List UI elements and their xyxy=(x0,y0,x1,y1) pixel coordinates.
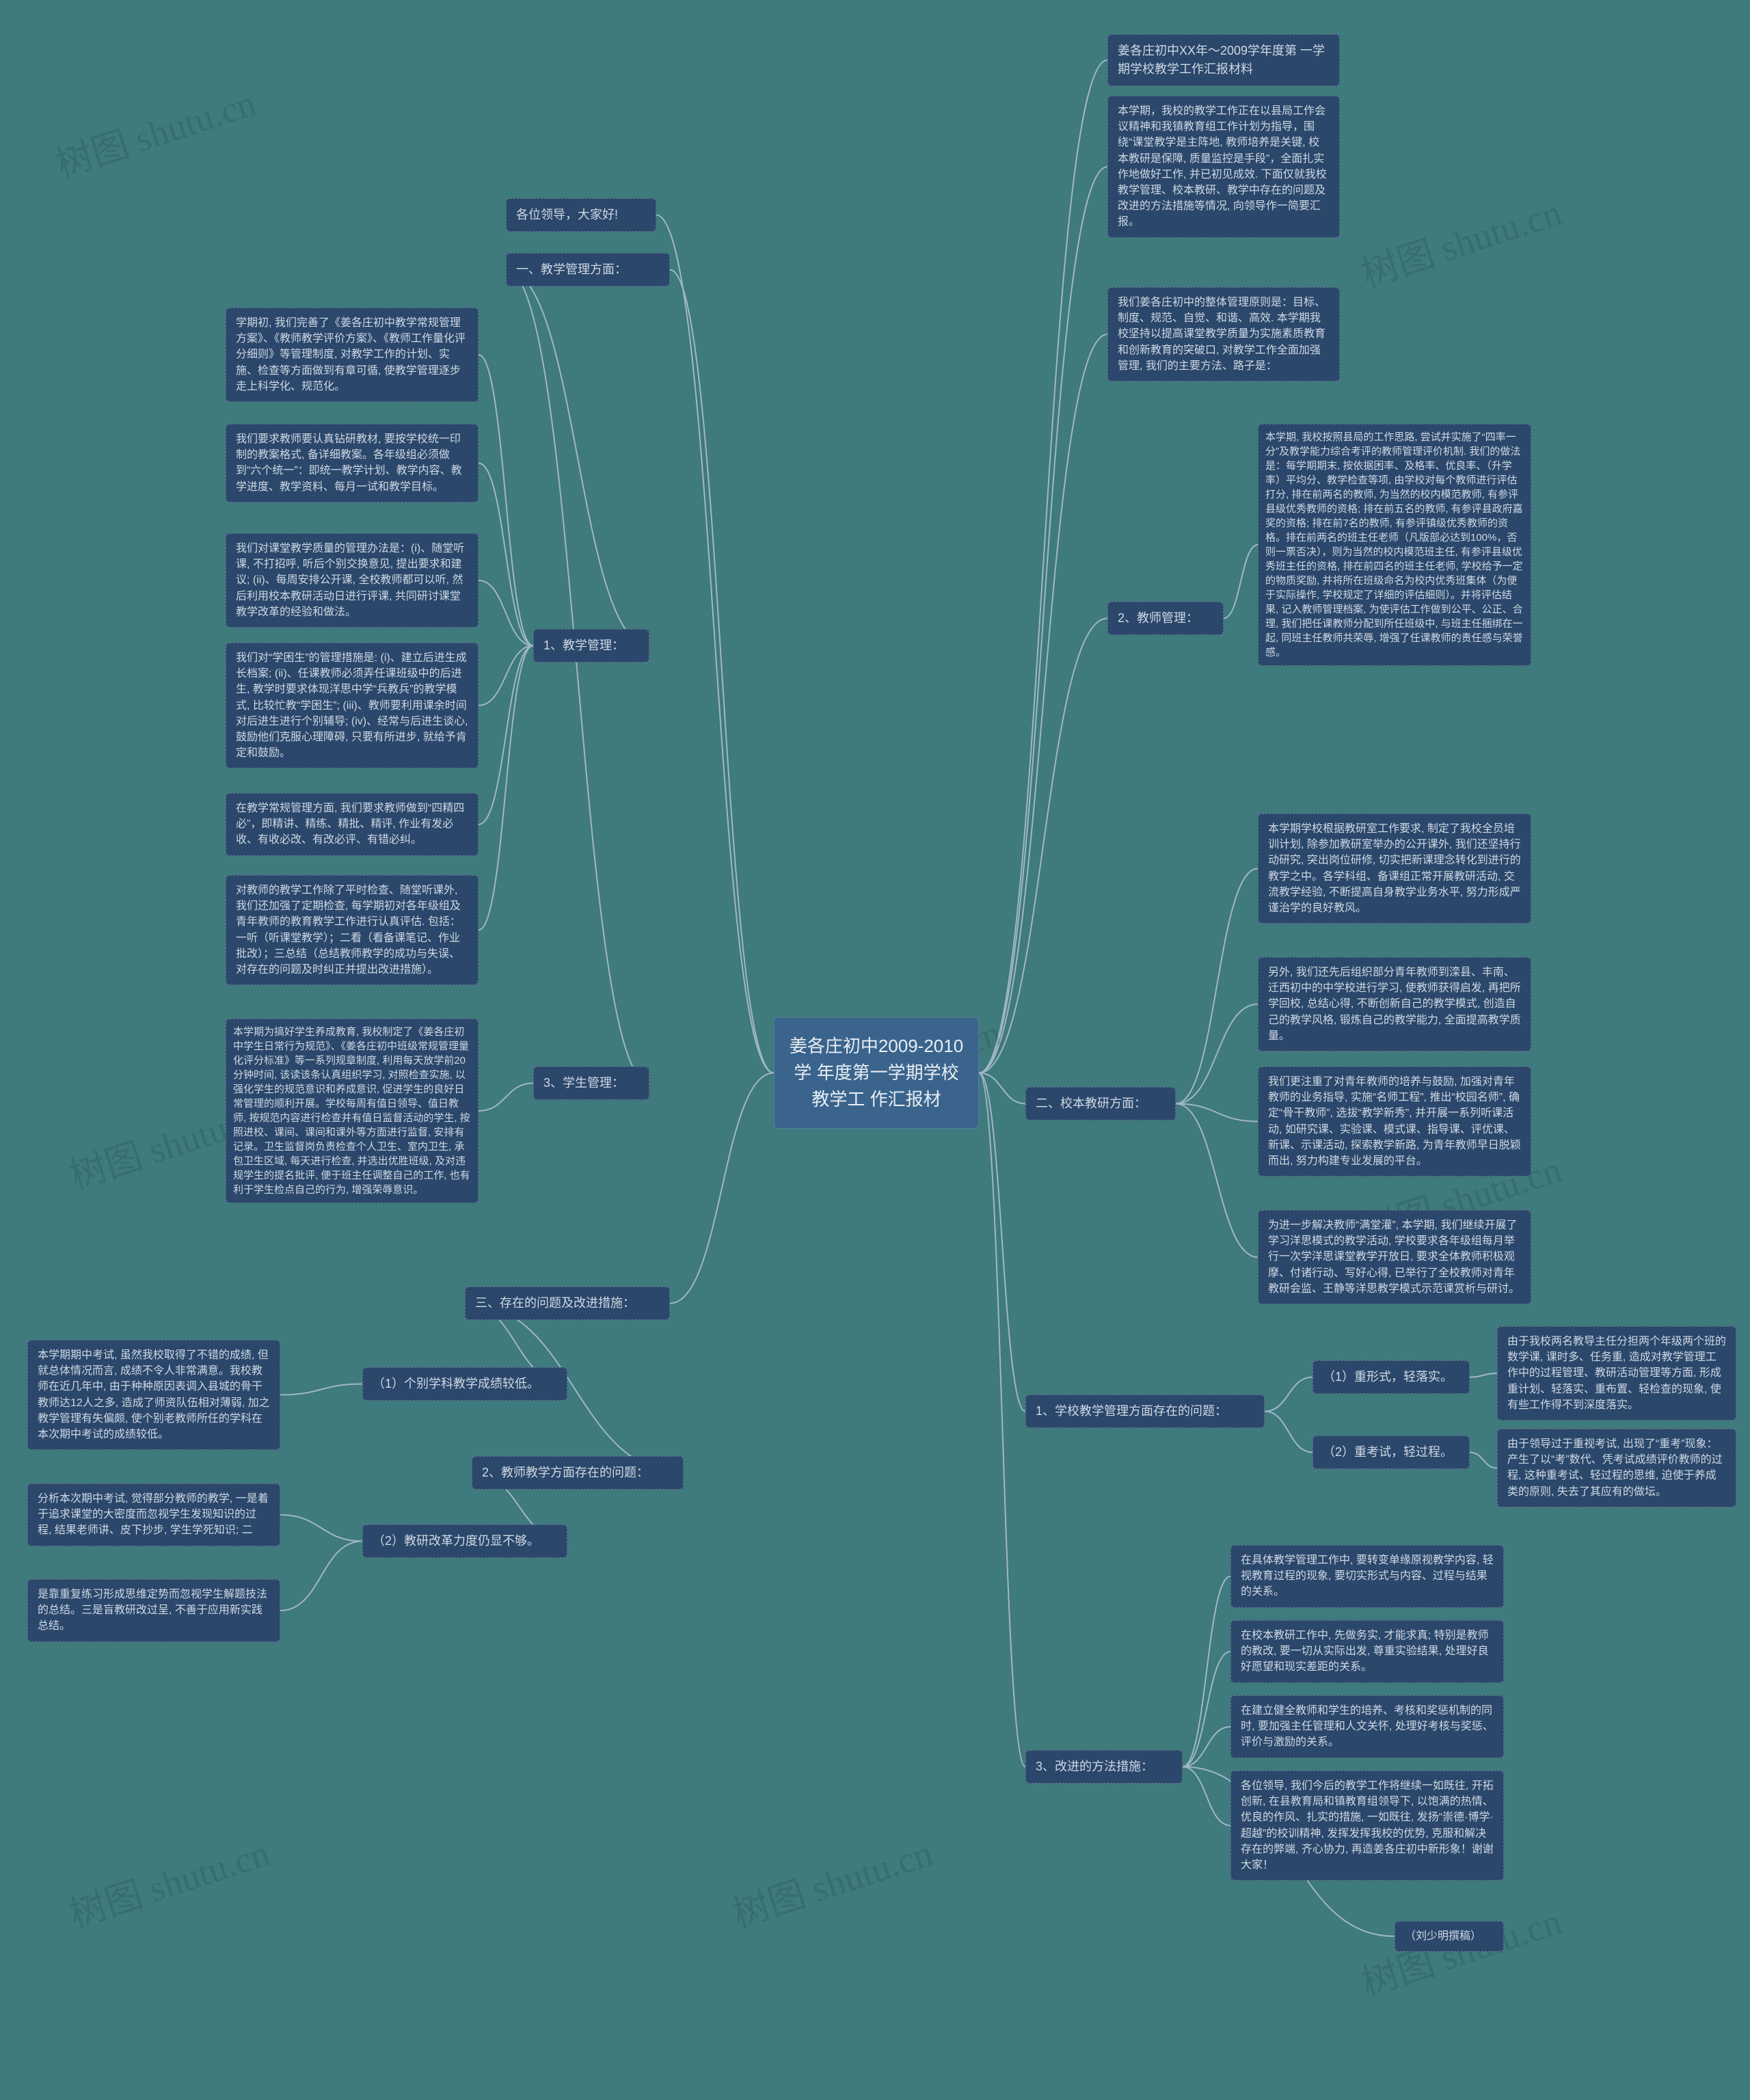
mindmap-node-sec3[interactable]: 三、存在的问题及改进措施： xyxy=(465,1287,670,1320)
mindmap-node-p1[interactable]: （1）个别学科教学成绩较低。 xyxy=(362,1367,567,1401)
mindmap-node-s2tm[interactable]: 2、教师管理： xyxy=(1107,602,1224,635)
mindmap-node-sec1[interactable]: 一、教学管理方面： xyxy=(506,253,670,286)
link xyxy=(1265,1377,1312,1412)
link xyxy=(1176,869,1258,1104)
link xyxy=(1176,1104,1258,1122)
mindmap-node-l1c[interactable]: 我们对课堂教学质量的管理办法是：(i)、随堂听课, 不打招呼, 听后个别交换意见… xyxy=(226,533,479,628)
mindmap-node-q3[interactable]: 3、改进的方法措施： xyxy=(1025,1750,1183,1783)
link xyxy=(1176,1104,1258,1258)
mindmap-node-q3b[interactable]: 在校本教研工作中, 先做务实, 才能求真; 特别是教师的教改, 要一切从实际出发… xyxy=(1230,1620,1504,1683)
mindmap-node-q1bt[interactable]: 由于领导过于重视考试, 出现了“重考”现象：产生了以“考”数代、凭考试成绩评价教… xyxy=(1497,1429,1736,1507)
mindmap-node-p2at[interactable]: 分析本次期中考试, 觉得部分教师的教学, 一是着于追求课堂的大密度而忽视学生发现… xyxy=(27,1483,280,1546)
mindmap-node-p1t[interactable]: 本学期期中考试, 虽然我校取得了不错的成绩, 但就总体情况而言, 成绩不令人非常… xyxy=(27,1340,280,1450)
mindmap-node-l1f[interactable]: 对教师的教学工作除了平时检查、随堂听课外, 我们还加强了定期检查, 每学期初对各… xyxy=(226,875,479,985)
mindmap-node-topRight1[interactable]: 姜各庄初中XX年～2009学年度第 一学期学校教学工作汇报材料 xyxy=(1107,34,1340,86)
mindmap-node-p2[interactable]: 2、教师教学方面存在的问题： xyxy=(472,1456,684,1490)
link xyxy=(979,60,1107,1073)
mindmap-node-s3mgr[interactable]: 3、学生管理： xyxy=(533,1066,649,1100)
link xyxy=(280,1515,362,1542)
link xyxy=(280,1542,362,1611)
mindmap-node-l1a[interactable]: 学期初, 我们完善了《姜各庄初中教学常规管理方案》、《教师教学评价方案》、《教师… xyxy=(226,308,479,402)
mindmap-node-l1d[interactable]: 我们对“学困生”的管理措施是: (i)、建立后进生成长档案; (ii)、任课教师… xyxy=(226,643,479,768)
mindmap-node-sec2r[interactable]: 二、校本教研方面： xyxy=(1025,1087,1176,1120)
mindmap-node-l1b[interactable]: 我们要求教师要认真钻研教材, 要按学校统一印制的教案格式, 备详细教案。各年级组… xyxy=(226,424,479,502)
link xyxy=(1176,1004,1258,1104)
link xyxy=(1183,1767,1230,1826)
mindmap-node-p2bt[interactable]: 是靠重复练习形成思维定势而忽视学生解题技法的总结。三是盲教研改过呈, 不善于应用… xyxy=(27,1579,280,1642)
link xyxy=(479,646,533,930)
link xyxy=(1265,1412,1312,1453)
link xyxy=(479,463,533,646)
link xyxy=(670,1073,774,1304)
mindmap-node-r2b[interactable]: 另外, 我们还先后组织部分青年教师到滦县、丰南、迁西初中的中学校进行学习, 使教… xyxy=(1258,957,1531,1051)
mindmap-node-topRight3[interactable]: 我们姜各庄初中的整体管理原则是：目标、制度、规范、自觉、和谐、高效. 本学期我校… xyxy=(1107,287,1340,381)
link xyxy=(1183,1576,1230,1767)
link xyxy=(280,1384,362,1395)
mindmap-node-s2tmT[interactable]: 本学期, 我校按照县局的工作思路, 尝试并实施了“四率一分”及教学能力综合考评的… xyxy=(1258,424,1531,666)
mindmap-node-topRight2[interactable]: 本学期，我校的教学工作正在以县局工作会议精神和我镇教育组工作计划为指导，围绕“课… xyxy=(1107,96,1340,238)
mindmap-node-greet[interactable]: 各位领导，大家好! xyxy=(506,198,656,232)
mindmap-node-s1mgr[interactable]: 1、教学管理： xyxy=(533,629,649,662)
link xyxy=(979,1073,1025,1767)
link xyxy=(979,1073,1025,1412)
watermark: 树图 shutu.cn xyxy=(62,1822,275,1938)
link xyxy=(1183,1727,1230,1767)
mindmap-node-q1a[interactable]: （1）重形式，轻落实。 xyxy=(1312,1360,1470,1394)
link xyxy=(479,646,533,825)
link xyxy=(979,619,1107,1073)
link xyxy=(656,215,774,1073)
link xyxy=(1183,1652,1230,1767)
link xyxy=(1470,1373,1497,1377)
mindmap-node-p2a[interactable]: （2）教研改革力度仍显不够。 xyxy=(362,1524,567,1558)
mindmap-node-q3c[interactable]: 在建立健全教师和学生的培养、考核和奖惩机制的同时, 要加强主任管理和人文关怀, … xyxy=(1230,1695,1504,1758)
link xyxy=(979,167,1107,1073)
mindmap-node-q3a[interactable]: 在具体教学管理工作中, 要转变单缘原视教学内容, 轻视教育过程的现象, 要切实形… xyxy=(1230,1545,1504,1608)
mindmap-node-r2a[interactable]: 本学期学校根据教研室工作要求, 制定了我校全员培训计划, 除参加教研室举办的公开… xyxy=(1258,813,1531,924)
link xyxy=(506,270,649,646)
link xyxy=(506,270,649,1083)
link xyxy=(1470,1453,1497,1468)
watermark: 树图 shutu.cn xyxy=(725,1822,939,1938)
link xyxy=(1224,545,1258,619)
mindmap-node-q1b[interactable]: （2）重考试，轻过程。 xyxy=(1312,1436,1470,1469)
mindmap-node-r2d[interactable]: 为进一步解决教师“满堂灌”, 本学期, 我们继续开展了学习洋思模式的教学活动, … xyxy=(1258,1210,1531,1304)
link xyxy=(670,270,774,1073)
mindmap-node-l3a[interactable]: 本学期为搞好学生养成教育, 我校制定了《姜各庄初中学生日常行为规范》、《姜各庄初… xyxy=(226,1019,479,1203)
link xyxy=(979,1073,1025,1104)
link xyxy=(479,1083,533,1112)
mindmap-node-q3d[interactable]: 各位领导, 我们今后的教学工作将继续一如既往, 开拓创新, 在县教育局和镇教育组… xyxy=(1230,1771,1504,1881)
watermark: 树图 shutu.cn xyxy=(48,72,262,188)
mindmap-node-r2c[interactable]: 我们更注重了对青年教师的培养与鼓励, 加强对青年教师的业务指导, 实施“名师工程… xyxy=(1258,1066,1531,1176)
mindmap-node-center[interactable]: 姜各庄初中2009-2010学 年度第一学期学校教学工 作汇报材 xyxy=(774,1017,979,1129)
mindmap-node-q3e[interactable]: （刘少明撰稿） xyxy=(1395,1921,1504,1952)
mindmap-node-q1[interactable]: 1、学校教学管理方面存在的问题： xyxy=(1025,1395,1265,1428)
link xyxy=(479,646,533,706)
mindmap-node-l1e[interactable]: 在教学常规管理方面, 我们要求教师做到“四精四必”，即精讲、精练、精批、精评, … xyxy=(226,793,479,856)
watermark: 树图 shutu.cn xyxy=(1354,182,1567,297)
mindmap-node-q1at[interactable]: 由于我校两名教导主任分担两个年级两个班的数学课, 课时多、任务重, 造成对教学管… xyxy=(1497,1326,1736,1421)
link xyxy=(479,355,533,646)
link xyxy=(979,334,1107,1073)
link xyxy=(479,580,533,646)
